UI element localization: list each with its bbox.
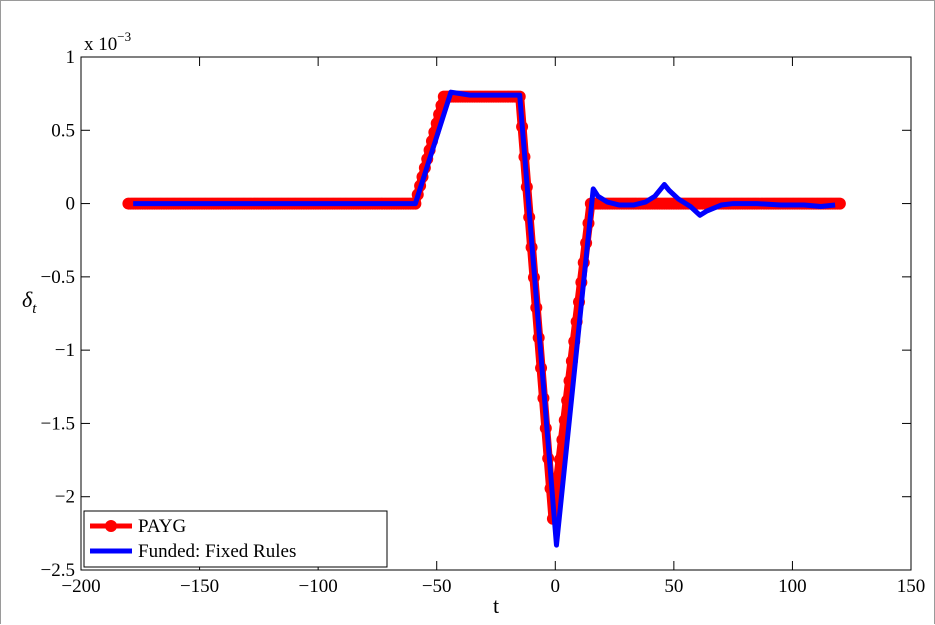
plot-area	[81, 57, 911, 570]
x-tick-label: 50	[664, 576, 683, 597]
y-axis-label-sub: t	[32, 301, 37, 317]
y-tick-label: 0.5	[51, 120, 75, 141]
x-tick-label: 100	[778, 576, 807, 597]
x-tick-label: −50	[422, 576, 452, 597]
y-tick-label: −0.5	[41, 267, 75, 288]
y-tick-label: −1	[55, 340, 75, 361]
x-tick-label: −100	[299, 576, 338, 597]
y-tick-label: −2	[55, 487, 75, 508]
y-axis-label: δt	[22, 287, 37, 317]
x-axis-label: t	[493, 593, 499, 618]
legend-label-funded: Funded: Fixed Rules	[138, 541, 296, 562]
legend: PAYG Funded: Fixed Rules	[84, 511, 387, 567]
y-tick-label: −1.5	[41, 413, 75, 434]
x-tick-label: 150	[897, 576, 926, 597]
x-tick-label: −150	[180, 576, 219, 597]
y-tick-label: 1	[66, 47, 76, 68]
x-tick-label: 0	[551, 576, 561, 597]
y-tick-label: −2.5	[41, 560, 75, 581]
series-payg-marker	[834, 198, 846, 210]
legend-label-payg: PAYG	[138, 516, 187, 537]
y-tick-label: 0	[66, 194, 76, 215]
y-scale-multiplier: x 10−3	[84, 29, 131, 55]
y-scale-exponent: −3	[117, 29, 131, 44]
y-scale-prefix: x 10	[84, 34, 117, 55]
legend-marker-payg	[105, 520, 117, 532]
